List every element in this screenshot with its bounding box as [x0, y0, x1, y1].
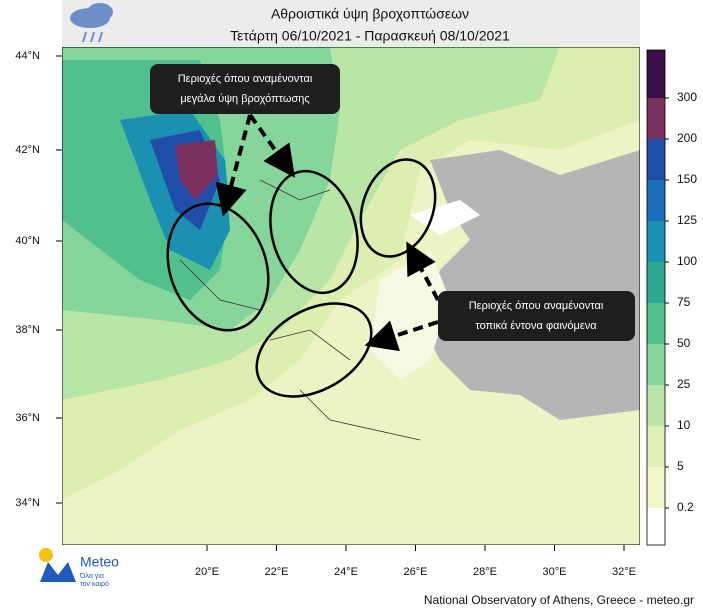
lat-label: 44°N [15, 50, 40, 62]
header-band [62, 0, 640, 47]
lat-label: 34°N [15, 497, 40, 509]
callout-text: μεγάλα ύψη βροχόπτωσης [180, 93, 309, 105]
logo-tagline: τον καιρό [80, 580, 109, 588]
lat-label: 36°N [15, 412, 40, 424]
callout-box [150, 64, 340, 114]
callout-text: τοπικά έντονα φαινόμενα [475, 320, 597, 332]
colorbar-label: 125 [677, 213, 697, 227]
colorbar-segment [647, 262, 665, 303]
lon-label: 32°E [612, 566, 636, 578]
colorbar-label: 75 [677, 295, 691, 309]
colorbar-segment [647, 344, 665, 385]
lon-label: 26°E [404, 566, 428, 578]
lat-label: 42°N [15, 144, 40, 156]
logo-name: Meteo [80, 554, 119, 570]
colorbar-label: 100 [677, 254, 697, 268]
logo [39, 548, 76, 582]
footer: National Observatory of Athens, Greece -… [424, 593, 694, 607]
callout-text: Περιοχές όπου αναμένονται [178, 73, 313, 85]
colorbar-label: 5 [677, 459, 684, 473]
colorbar-segment [647, 508, 665, 545]
colorbar-label: 200 [677, 131, 697, 145]
colorbar-segment [647, 139, 665, 180]
arrows [215, 113, 440, 352]
colorbar-label: 150 [677, 172, 697, 186]
colorbar-label: 0.2 [677, 500, 694, 514]
colorbar-segment [647, 467, 665, 508]
colorbar-segment [647, 385, 665, 426]
lon-label: 22°E [265, 566, 289, 578]
callout-text: Περιοχές όπου αναμένονται [469, 300, 604, 312]
colorbar-label: 300 [677, 90, 697, 104]
lon-label: 20°E [195, 566, 219, 578]
colorbar-segment [647, 98, 665, 139]
rain-icon [70, 3, 113, 43]
colorbar-segment [647, 303, 665, 344]
colorbar-segment [647, 221, 665, 262]
lon-label: 24°E [334, 566, 358, 578]
colorbar-label: 50 [677, 336, 691, 350]
colorbar-segment [647, 50, 665, 98]
lat-label: 38°N [15, 324, 40, 336]
title: Αθροιστικά ύψη βροχοπτώσεων [271, 6, 469, 22]
colorbar-segment [647, 180, 665, 221]
colorbar-segment [647, 426, 665, 467]
lon-label: 30°E [543, 566, 567, 578]
lat-label: 40°N [15, 235, 40, 247]
map [62, 47, 640, 545]
lon-label: 28°E [473, 566, 497, 578]
colorbar-label: 25 [677, 377, 691, 391]
colorbar-frame [646, 49, 666, 546]
subtitle: Τετάρτη 06/10/2021 - Παρασκευή 08/10/202… [230, 28, 510, 44]
highlight-ellipses [166, 158, 437, 398]
colorbar-label: 10 [677, 418, 691, 432]
callout-box [438, 291, 635, 341]
logo-tagline: Όλα για [79, 573, 104, 580]
